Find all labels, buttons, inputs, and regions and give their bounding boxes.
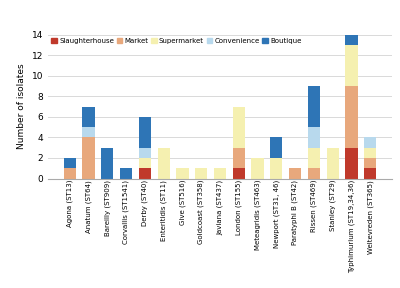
Bar: [364, 168, 376, 179]
Bar: [158, 148, 170, 179]
Bar: [345, 35, 358, 45]
Bar: [308, 127, 320, 148]
Bar: [345, 86, 358, 148]
Bar: [308, 168, 320, 179]
Bar: [270, 137, 282, 158]
Bar: [233, 148, 245, 168]
Bar: [82, 137, 95, 179]
Bar: [364, 148, 376, 158]
Bar: [120, 168, 132, 179]
Bar: [139, 148, 151, 158]
Legend: Slaughterhouse, Market, Supermarket, Convenience, Boutique: Slaughterhouse, Market, Supermarket, Con…: [52, 38, 301, 44]
Bar: [252, 158, 264, 179]
Bar: [82, 107, 95, 127]
Bar: [364, 158, 376, 168]
Bar: [308, 148, 320, 168]
Bar: [364, 137, 376, 148]
Bar: [289, 168, 301, 179]
Bar: [64, 158, 76, 168]
Bar: [345, 45, 358, 86]
Bar: [101, 148, 114, 179]
Bar: [139, 158, 151, 168]
Bar: [326, 148, 339, 179]
Bar: [82, 127, 95, 137]
Bar: [308, 86, 320, 127]
Bar: [176, 168, 188, 179]
Bar: [233, 168, 245, 179]
Bar: [233, 107, 245, 148]
Bar: [214, 168, 226, 179]
Bar: [139, 117, 151, 148]
Bar: [195, 168, 207, 179]
Bar: [345, 148, 358, 179]
Bar: [64, 168, 76, 179]
Bar: [139, 168, 151, 179]
Bar: [270, 158, 282, 179]
Y-axis label: Number of isolates: Number of isolates: [17, 64, 26, 149]
